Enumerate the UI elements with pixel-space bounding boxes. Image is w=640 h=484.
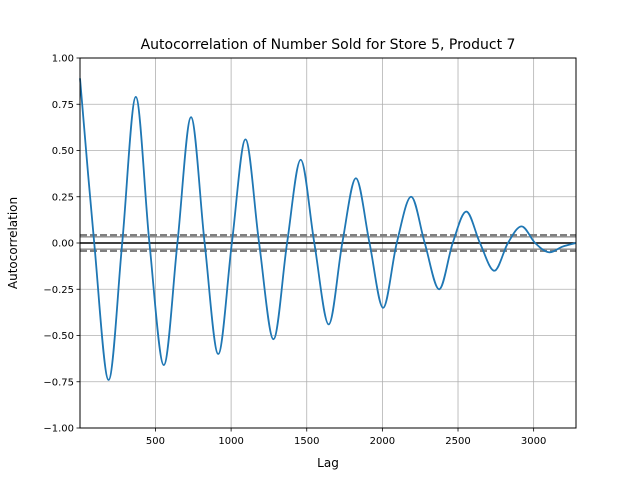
y-tick-label: −1.00 [43,424,74,435]
y-axis-label: Autocorrelation [6,197,20,289]
x-tick-label: 2500 [445,436,470,447]
y-tick-label: 1.00 [52,54,74,65]
y-tick-label: 0.50 [52,146,74,157]
y-tick-label: −0.50 [43,331,74,342]
x-tick-label: 1500 [294,436,319,447]
x-tick-label: 2000 [370,436,395,447]
x-tick-label: 500 [146,436,165,447]
x-axis-label: Lag [317,456,339,470]
y-tick-label: 0.75 [52,100,74,111]
y-tick-label: −0.75 [43,377,74,388]
chart-title: Autocorrelation of Number Sold for Store… [141,37,516,53]
x-axis-ticks: 500 1000 1500 2000 2500 3000 [146,428,546,447]
y-tick-label: 0.25 [52,192,74,203]
reference-lines [80,234,576,252]
x-tick-label: 1000 [218,436,243,447]
y-tick-label: 0.00 [52,239,74,250]
series-layer [79,78,577,381]
y-tick-label: −0.25 [43,285,74,296]
x-tick-label: 3000 [521,436,546,447]
y-axis-ticks: −1.00 −0.75 −0.50 −0.25 0.00 0.25 0.50 0.75 1.00 [43,54,80,435]
autocorrelation-series-line [79,78,577,381]
